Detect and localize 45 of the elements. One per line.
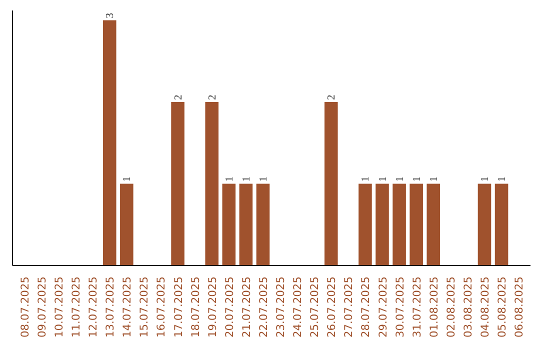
x-tick-label: 22.07.2025	[256, 276, 270, 338]
data-label: 1	[394, 176, 406, 182]
x-tick-label: 12.07.2025	[86, 276, 100, 338]
data-label: 1	[428, 176, 440, 182]
x-tick-label: 15.07.2025	[138, 276, 151, 338]
x-tick-label: 16.07.2025	[154, 276, 168, 338]
data-label: 1	[122, 176, 134, 182]
x-tick-label: 01.08.2025	[427, 276, 440, 338]
x-tick-label: 17.07.2025	[172, 276, 185, 338]
x-tick-label: 18.07.2025	[188, 276, 202, 338]
data-label: 2	[207, 94, 218, 100]
x-tick-label: 19.07.2025	[206, 276, 219, 338]
x-tick-label: 21.07.2025	[240, 276, 253, 338]
x-tick-label: 10.07.2025	[52, 276, 66, 338]
data-label: 3	[105, 12, 116, 18]
x-tick-label: 03.08.2025	[461, 276, 474, 338]
x-tick-label: 05.08.2025	[496, 276, 509, 338]
x-tick-label: 11.07.2025	[70, 276, 83, 338]
x-tick-label: 06.08.2025	[512, 276, 526, 338]
data-label: 2	[326, 94, 338, 100]
x-tick-label: 29.07.2025	[376, 276, 390, 338]
x-tick-label: 24.07.2025	[291, 276, 304, 338]
data-label: 1	[497, 176, 508, 182]
x-tick-label: 25.07.2025	[308, 276, 322, 338]
x-tick-label: 23.07.2025	[274, 276, 288, 338]
x-tick-label: 04.08.2025	[478, 276, 492, 338]
x-tick-label: 28.07.2025	[359, 276, 372, 338]
x-tick-label: 30.07.2025	[393, 276, 406, 338]
data-label: 1	[412, 176, 423, 182]
data-label: 1	[224, 176, 236, 182]
x-tick-label: 09.07.2025	[35, 276, 48, 338]
x-tick-label: 31.07.2025	[410, 276, 424, 338]
x-tick-label: 27.07.2025	[342, 276, 356, 338]
x-tick-label: 13.07.2025	[104, 276, 117, 338]
x-tick-label: 02.08.2025	[444, 276, 458, 338]
data-label: 1	[378, 176, 389, 182]
data-label: 1	[241, 176, 252, 182]
data-label: 1	[258, 176, 270, 182]
x-tick-label: 08.07.2025	[18, 276, 32, 338]
x-tick-label: 20.07.2025	[222, 276, 236, 338]
data-label: 2	[173, 94, 184, 100]
x-tick-label: 14.07.2025	[120, 276, 134, 338]
x-tick-label: 26.07.2025	[325, 276, 338, 338]
data-label: 1	[480, 176, 491, 182]
data-label: 1	[360, 176, 372, 182]
